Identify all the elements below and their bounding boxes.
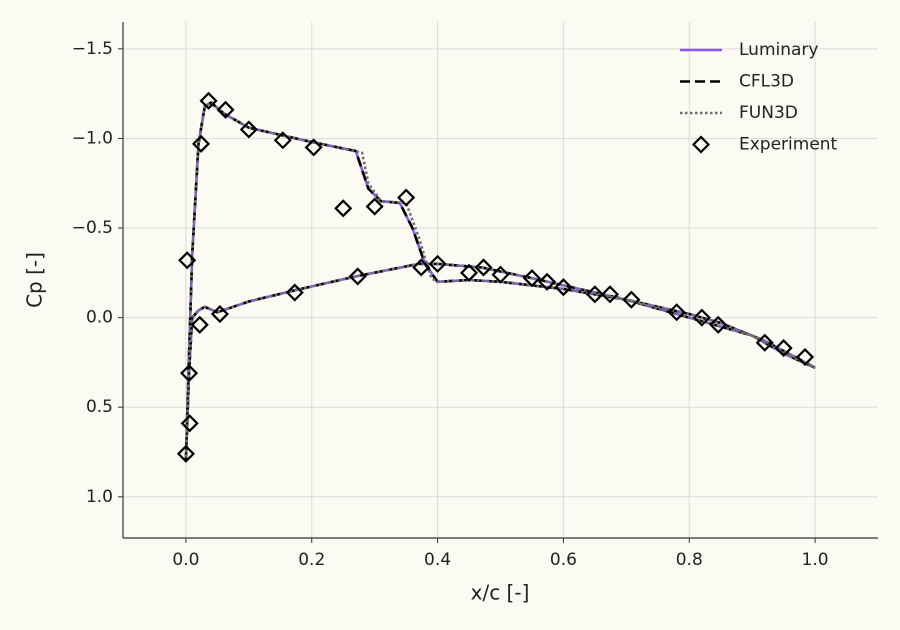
data-point [190,315,209,334]
legend-label: Luminary [739,40,818,60]
data-point [491,265,510,284]
legend-label: CFL3D [739,72,794,92]
x-tick-label: 0.2 [298,550,325,570]
data-point [199,91,218,110]
data-point [397,188,416,207]
x-tick-label: 0.8 [676,550,703,570]
data-point [191,134,211,153]
grid [123,22,878,538]
data-point [585,285,604,304]
data-point [176,444,195,463]
x-tick-label: 1.0 [802,550,829,570]
y-tick-label: 1.0 [86,487,113,507]
legend-label: FUN3D [739,103,798,123]
y-tick-label: 0.0 [86,308,113,328]
data-point [178,251,197,270]
data-point [709,315,728,334]
data-point [795,347,815,367]
data-point [180,364,199,383]
data-point [667,303,686,322]
data-point [474,258,493,277]
y-axis-label: Cp [-] [23,252,47,308]
data-point [348,267,367,286]
data-point [538,272,557,291]
data-point [180,414,199,433]
data-point [755,333,774,352]
data-point [334,199,353,218]
data-point [216,100,235,119]
data-point [554,278,573,297]
x-axis-label: x/c [-] [471,581,530,605]
data-point [428,254,447,273]
x-tick-label: 0.6 [550,550,577,570]
data-point [774,339,793,358]
data-point [412,258,431,277]
data-point [239,120,258,139]
y-tick-label: −0.5 [72,218,113,238]
y-tick-label: −1.5 [72,39,113,59]
series-line [184,101,816,462]
data-point [692,308,711,327]
data-point [285,283,304,302]
legend-label: Experiment [739,135,838,155]
data-point [304,138,323,157]
x-tick-label: 0.0 [172,550,199,570]
plot-area [176,91,816,463]
data-point [273,131,292,150]
data-point [622,290,641,309]
legend-swatch [691,135,711,154]
data-point [210,304,229,324]
data-point [522,269,542,288]
data-point [365,197,384,216]
data-point [600,285,620,304]
data-point [459,263,479,282]
y-tick-label: −1.0 [72,128,113,148]
y-tick-label: 0.5 [86,397,113,417]
x-tick-label: 0.4 [424,550,451,570]
